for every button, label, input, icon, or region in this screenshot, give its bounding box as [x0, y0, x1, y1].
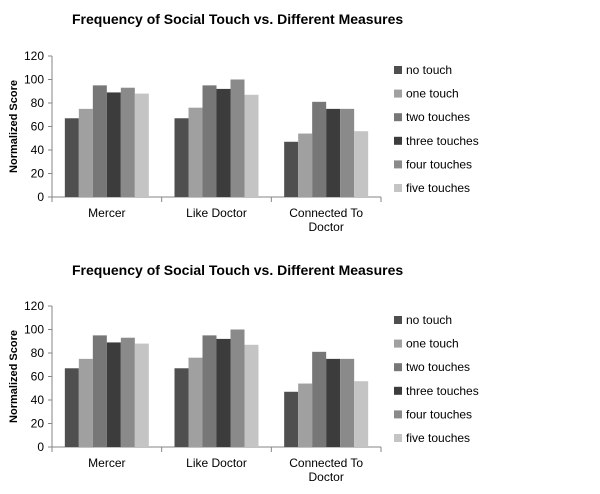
y-tick-label: 80 [31, 96, 45, 110]
chart-title: Frequency of Social Touch vs. Different … [72, 262, 403, 278]
chart-2: Frequency of Social Touch vs. Different … [8, 262, 479, 484]
x-category-label: Like Doctor [186, 206, 247, 220]
legend-swatch [394, 410, 402, 419]
legend-swatch [394, 113, 402, 122]
bar-no-touch-1 [64, 118, 79, 197]
y-axis-label: Normalized Score [8, 80, 20, 173]
y-tick-label: 120 [24, 299, 44, 313]
y-tick-label: 80 [31, 346, 45, 360]
x-category-label: Mercer [88, 456, 125, 470]
bar-no-touch-1 [64, 368, 79, 447]
legend-label: no touch [406, 63, 452, 77]
bar-one-touch-2 [188, 107, 203, 197]
bar-three-touches-1 [106, 342, 121, 447]
bar-four-touches-3 [340, 108, 355, 197]
y-tick-label: 20 [31, 167, 45, 181]
y-tick-label: 100 [24, 323, 44, 337]
legend-label: three touches [406, 384, 479, 398]
chart-1: Frequency of Social Touch vs. Different … [8, 11, 479, 234]
bar-two-touches-3 [312, 351, 327, 447]
bar-four-touches-1 [120, 337, 135, 447]
bar-three-touches-2 [216, 88, 231, 197]
bar-five-touches-3 [354, 381, 369, 447]
bar-one-touch-1 [78, 108, 93, 197]
bar-two-touches-1 [92, 335, 107, 447]
legend-swatch [394, 136, 402, 145]
y-axis-label: Normalized Score [8, 330, 20, 423]
legend-label: three touches [406, 134, 479, 148]
y-tick-label: 20 [31, 417, 45, 431]
bar-one-touch-2 [188, 357, 203, 447]
x-category-label: Doctor [308, 220, 343, 234]
bar-no-touch-2 [174, 368, 189, 447]
bar-four-touches-3 [340, 358, 355, 447]
legend-label: five touches [406, 431, 470, 445]
legend-label: four touches [406, 407, 472, 421]
bar-five-touches-2 [244, 94, 259, 197]
bar-one-touch-3 [298, 133, 313, 197]
bar-four-touches-2 [230, 329, 245, 447]
legend-label: two touches [406, 110, 470, 124]
legend-swatch [394, 66, 402, 74]
bar-two-touches-3 [312, 101, 327, 197]
bar-three-touches-3 [326, 358, 341, 447]
bar-four-touches-2 [230, 79, 245, 197]
legend-swatch [394, 434, 402, 442]
legend-swatch [394, 386, 402, 395]
bar-one-touch-3 [298, 383, 313, 447]
legend-label: one touch [406, 87, 459, 101]
bar-no-touch-2 [174, 118, 189, 197]
bar-five-touches-3 [354, 131, 369, 197]
bar-three-touches-2 [216, 338, 231, 447]
legend-swatch [394, 184, 402, 192]
legend-label: four touches [406, 157, 472, 171]
legend-label: no touch [406, 313, 452, 327]
legend-swatch [394, 339, 402, 348]
bar-two-touches-2 [202, 85, 217, 197]
legend-label: two touches [406, 360, 470, 374]
x-category-label: Connected To [289, 456, 363, 470]
legend-label: five touches [406, 181, 470, 195]
y-tick-label: 0 [37, 440, 44, 454]
bar-one-touch-1 [78, 358, 93, 447]
legend-label: one touch [406, 337, 459, 351]
chart-title: Frequency of Social Touch vs. Different … [72, 11, 403, 27]
bar-five-touches-1 [134, 93, 149, 197]
x-category-label: Mercer [88, 206, 125, 220]
y-tick-label: 120 [24, 49, 44, 63]
bar-three-touches-3 [326, 108, 341, 197]
bar-two-touches-1 [92, 85, 107, 197]
legend-swatch [394, 363, 402, 372]
legend-swatch [394, 160, 402, 169]
y-tick-label: 60 [31, 370, 45, 384]
bar-no-touch-3 [284, 391, 299, 447]
legend-swatch [394, 89, 402, 98]
bar-three-touches-1 [106, 92, 121, 197]
x-category-label: Doctor [308, 470, 343, 484]
bar-four-touches-1 [120, 87, 135, 197]
y-tick-label: 40 [31, 143, 45, 157]
x-category-label: Connected To [289, 206, 363, 220]
y-tick-label: 0 [37, 190, 44, 204]
y-tick-label: 40 [31, 393, 45, 407]
x-category-label: Like Doctor [186, 456, 247, 470]
bar-five-touches-1 [134, 343, 149, 447]
legend-swatch [394, 316, 402, 324]
bar-two-touches-2 [202, 335, 217, 447]
bar-five-touches-2 [244, 344, 259, 447]
y-tick-label: 100 [24, 73, 44, 87]
y-tick-label: 60 [31, 120, 45, 134]
bar-no-touch-3 [284, 141, 299, 197]
